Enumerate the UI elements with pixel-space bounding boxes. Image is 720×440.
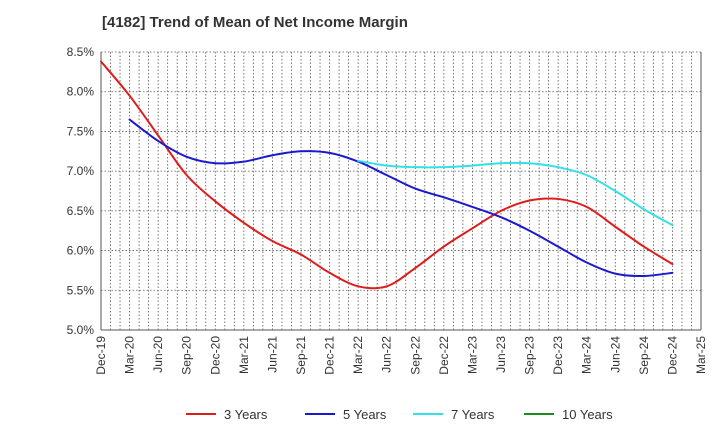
x-tick-labels: Dec-19 Mar-20 Jun-20 Sep-20 Dec-20 Mar-21 Jun-… [94, 336, 708, 375]
plot-area [101, 52, 701, 330]
y-tick-label: 8.5% [67, 45, 95, 59]
legend-label-5-years: 5 Years [343, 407, 387, 422]
x-tick-label: Sep-20 [180, 336, 194, 375]
x-tick-label: Jun-20 [151, 336, 165, 373]
legend-label-7-years: 7 Years [451, 407, 495, 422]
x-tick-label: Mar-24 [580, 336, 594, 374]
x-tick-label: Mar-22 [351, 336, 365, 374]
plot-background [101, 52, 701, 330]
x-tick-label: Dec-23 [551, 336, 565, 375]
x-tick-label: Sep-24 [637, 336, 651, 375]
x-tick-label: Sep-22 [408, 336, 422, 375]
x-tick-label: Mar-25 [694, 336, 708, 374]
legend-label-10-years: 10 Years [562, 407, 613, 422]
chart-title: [4182] Trend of Mean of Net Income Margi… [102, 14, 408, 31]
x-tick-label: Mar-20 [123, 336, 137, 374]
y-tick-label: 6.0% [67, 244, 95, 258]
y-tick-label: 6.5% [67, 204, 95, 218]
y-tick-labels: 5.0% 5.5% 6.0% 6.5% 7.0% 7.5% 8.0% 8.5% [67, 45, 95, 337]
y-tick-label: 7.5% [67, 124, 95, 138]
x-tick-label: Jun-22 [380, 336, 394, 373]
x-tick-label: Jun-23 [494, 336, 508, 373]
x-tick-label: Dec-19 [94, 336, 108, 375]
x-tick-label: Mar-21 [237, 336, 251, 374]
x-tick-label: Sep-23 [523, 336, 537, 375]
series-lines [100, 60, 674, 290]
x-tick-label: Dec-20 [208, 336, 222, 375]
x-tick-label: Jun-24 [608, 336, 622, 373]
axes [100, 52, 702, 331]
x-tick-label: Dec-22 [437, 336, 451, 375]
series-line-7-years [357, 159, 674, 227]
legend-label-3-years: 3 Years [224, 407, 268, 422]
series-line-5-years [128, 118, 674, 278]
y-tick-label: 5.0% [67, 323, 95, 337]
y-tick-label: 5.5% [67, 283, 95, 297]
x-tick-label: Sep-21 [294, 336, 308, 375]
y-tick-label: 8.0% [67, 85, 95, 99]
y-tick-label: 7.0% [67, 164, 95, 178]
x-tick-label: Dec-21 [323, 336, 337, 375]
x-tick-label: Mar-23 [465, 336, 479, 374]
vertical-gridlines [110, 52, 692, 330]
series-line-3-years [100, 60, 674, 290]
x-tick-label: Dec-24 [665, 336, 679, 375]
legend: 3 Years 5 Years 7 Years 10 Years [186, 407, 613, 422]
x-tick-label: Jun-21 [265, 336, 279, 373]
